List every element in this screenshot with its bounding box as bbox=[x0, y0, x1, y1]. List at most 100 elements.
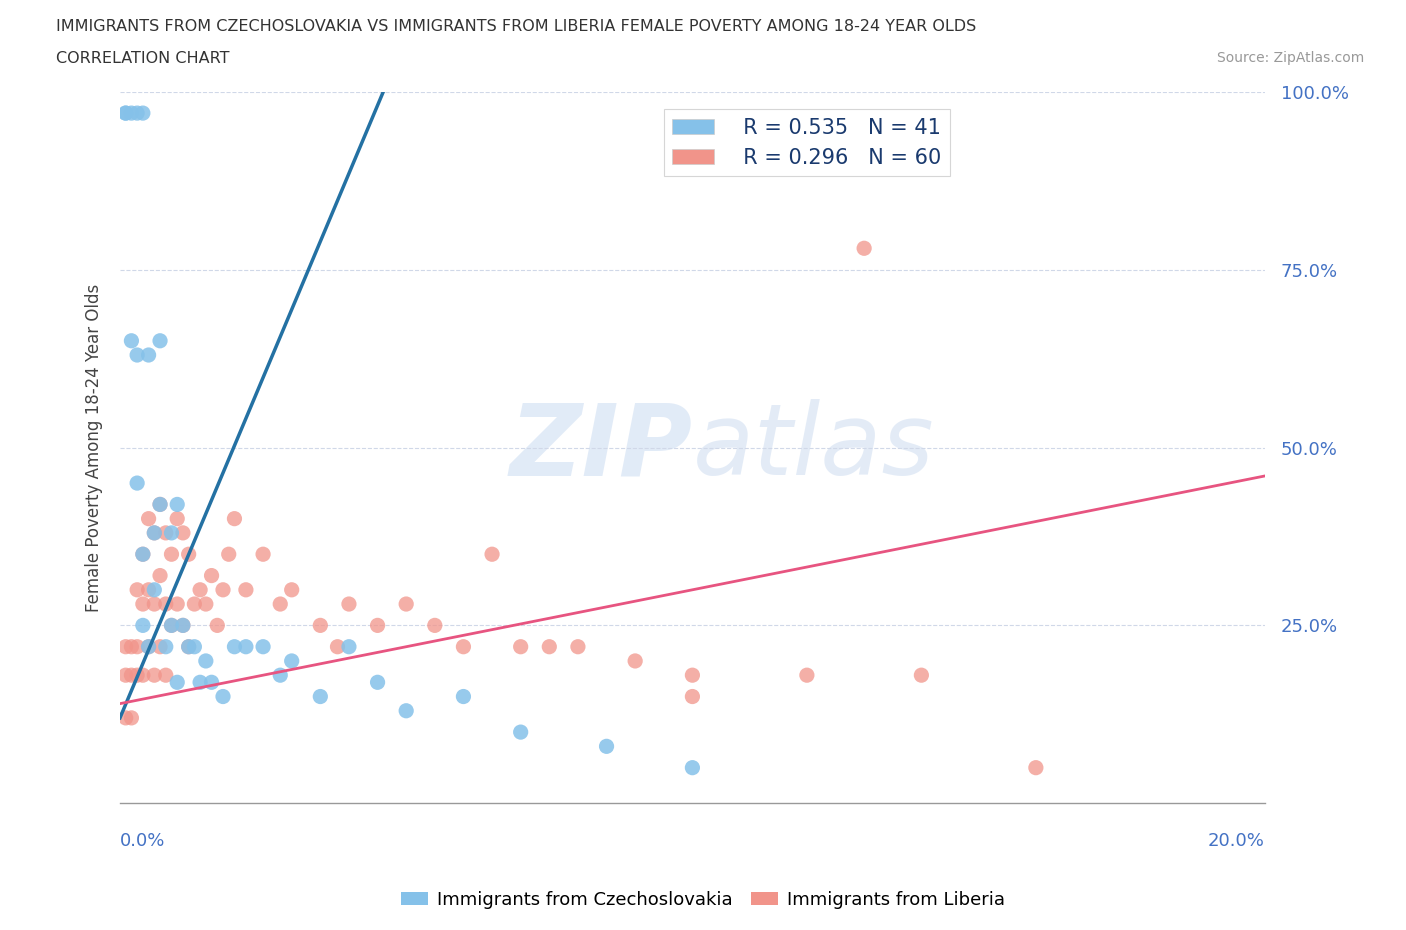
Point bbox=[132, 596, 155, 611]
Point bbox=[143, 525, 166, 540]
Point bbox=[188, 675, 211, 690]
Point bbox=[114, 106, 136, 121]
Point bbox=[172, 525, 194, 540]
Point bbox=[177, 639, 200, 654]
Point bbox=[120, 333, 142, 348]
Point bbox=[509, 639, 531, 654]
Point bbox=[155, 639, 177, 654]
Point bbox=[155, 525, 177, 540]
Point bbox=[280, 582, 302, 597]
Point bbox=[160, 618, 183, 632]
Point bbox=[120, 639, 142, 654]
Point bbox=[120, 711, 142, 725]
Point bbox=[143, 525, 166, 540]
Point bbox=[127, 582, 149, 597]
Point bbox=[194, 654, 217, 669]
Point bbox=[132, 547, 155, 562]
Point bbox=[280, 654, 302, 669]
Point bbox=[183, 596, 205, 611]
Point bbox=[326, 639, 349, 654]
Legend: Immigrants from Czechoslovakia, Immigrants from Liberia: Immigrants from Czechoslovakia, Immigran… bbox=[394, 884, 1012, 916]
Point bbox=[309, 689, 332, 704]
Point bbox=[681, 689, 703, 704]
Point bbox=[212, 582, 235, 597]
Point bbox=[166, 497, 188, 512]
Point bbox=[114, 639, 136, 654]
Text: ZIP: ZIP bbox=[509, 399, 692, 496]
Point bbox=[177, 547, 200, 562]
Point bbox=[337, 639, 360, 654]
Point bbox=[218, 547, 240, 562]
Point bbox=[160, 618, 183, 632]
Point bbox=[188, 582, 211, 597]
Point bbox=[681, 760, 703, 775]
Point bbox=[155, 596, 177, 611]
Point bbox=[538, 639, 561, 654]
Point bbox=[224, 639, 246, 654]
Point bbox=[114, 668, 136, 683]
Point bbox=[114, 711, 136, 725]
Point bbox=[127, 639, 149, 654]
Point bbox=[143, 668, 166, 683]
Point bbox=[337, 596, 360, 611]
Point bbox=[166, 675, 188, 690]
Point bbox=[509, 724, 531, 739]
Point bbox=[481, 547, 503, 562]
Point bbox=[207, 618, 229, 632]
Point bbox=[127, 106, 149, 121]
Point bbox=[143, 596, 166, 611]
Point bbox=[252, 547, 274, 562]
Point bbox=[127, 475, 149, 490]
Point bbox=[166, 512, 188, 526]
Point bbox=[183, 639, 205, 654]
Point bbox=[212, 689, 235, 704]
Point bbox=[149, 639, 172, 654]
Point bbox=[453, 689, 475, 704]
Point bbox=[127, 668, 149, 683]
Point bbox=[395, 703, 418, 718]
Point bbox=[200, 568, 222, 583]
Point bbox=[200, 675, 222, 690]
Point bbox=[177, 639, 200, 654]
Point bbox=[423, 618, 446, 632]
Point bbox=[149, 497, 172, 512]
Point bbox=[796, 668, 818, 683]
Point bbox=[132, 547, 155, 562]
Point bbox=[155, 668, 177, 683]
Point bbox=[172, 618, 194, 632]
Point bbox=[269, 596, 291, 611]
Point bbox=[853, 241, 876, 256]
Point bbox=[149, 497, 172, 512]
Point bbox=[595, 739, 617, 754]
Point bbox=[309, 618, 332, 632]
Point bbox=[252, 639, 274, 654]
Point bbox=[624, 654, 647, 669]
Point bbox=[143, 582, 166, 597]
Point bbox=[132, 668, 155, 683]
Point bbox=[453, 639, 475, 654]
Point bbox=[127, 348, 149, 363]
Point bbox=[1025, 760, 1047, 775]
Point bbox=[120, 106, 142, 121]
Point bbox=[681, 668, 703, 683]
Point bbox=[132, 106, 155, 121]
Text: CORRELATION CHART: CORRELATION CHART bbox=[56, 51, 229, 66]
Point bbox=[114, 106, 136, 121]
Point bbox=[138, 639, 160, 654]
Y-axis label: Female Poverty Among 18-24 Year Olds: Female Poverty Among 18-24 Year Olds bbox=[86, 284, 103, 612]
Point bbox=[160, 547, 183, 562]
Point bbox=[149, 568, 172, 583]
Point bbox=[367, 618, 389, 632]
Point bbox=[395, 596, 418, 611]
Point bbox=[194, 596, 217, 611]
Point bbox=[132, 618, 155, 632]
Legend:   R = 0.535   N = 41,   R = 0.296   N = 60: R = 0.535 N = 41, R = 0.296 N = 60 bbox=[664, 110, 950, 177]
Text: IMMIGRANTS FROM CZECHOSLOVAKIA VS IMMIGRANTS FROM LIBERIA FEMALE POVERTY AMONG 1: IMMIGRANTS FROM CZECHOSLOVAKIA VS IMMIGR… bbox=[56, 19, 977, 33]
Point bbox=[269, 668, 291, 683]
Point bbox=[149, 333, 172, 348]
Point bbox=[138, 348, 160, 363]
Point bbox=[910, 668, 932, 683]
Point bbox=[567, 639, 589, 654]
Point bbox=[224, 512, 246, 526]
Point bbox=[138, 512, 160, 526]
